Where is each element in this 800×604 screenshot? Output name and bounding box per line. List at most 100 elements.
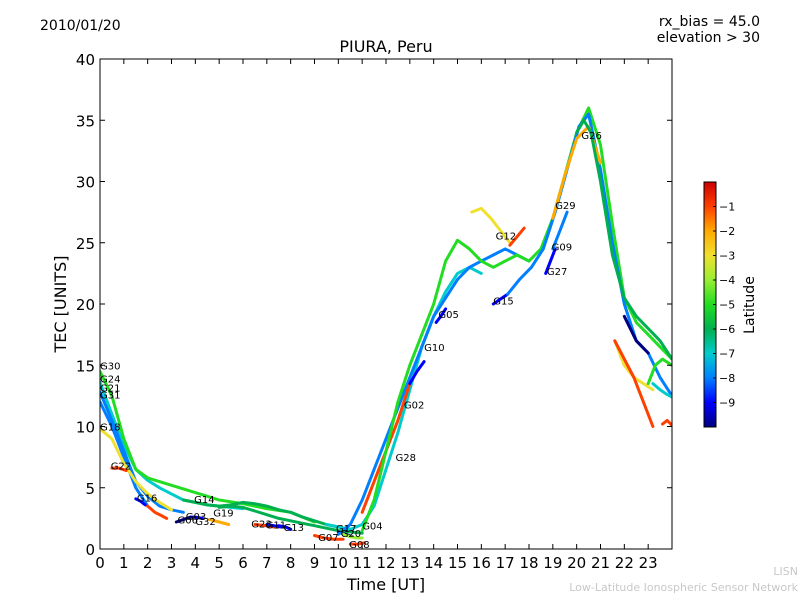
x-tick-label: 20: [567, 554, 586, 572]
colorbar: −1 −2 −3 −4 −5 −6 −7 −8 −9: [703, 181, 735, 428]
x-tick-label: 16: [472, 554, 491, 572]
colorbar-tick-label: −1: [719, 201, 735, 214]
sat-label-g21: G21: [100, 383, 120, 394]
x-tick-label: 2: [143, 554, 153, 572]
series-g07: [313, 534, 345, 541]
y-axis-label: TEC [UNITS]: [51, 256, 70, 354]
x-tick-label: 11: [353, 554, 372, 572]
sat-label-g02: G02: [404, 400, 424, 411]
sat-label-g20: G20: [341, 529, 361, 540]
x-tick-label: 10: [329, 554, 348, 572]
sat-label-g07: G07: [318, 533, 338, 544]
series-g15: [491, 292, 510, 306]
colorbar-tick-label: −6: [719, 323, 735, 336]
sat-label-g11: G11: [266, 521, 286, 532]
x-tick-label: 9: [310, 554, 320, 572]
colorbar-label: Latitude: [742, 276, 758, 334]
series-g25b: [646, 357, 672, 386]
series-g16: [134, 497, 147, 507]
colorbar-tick-label: −3: [719, 250, 735, 263]
x-axis-label: Time [UT]: [346, 575, 425, 594]
y-tick-label: 10: [76, 419, 95, 437]
series-g12: [470, 206, 512, 245]
y-tick-label: 0: [85, 541, 95, 559]
series-g13: [277, 524, 293, 531]
sat-label-g28: G28: [396, 453, 416, 464]
y-tick-label: 30: [76, 174, 95, 192]
colorbar-tick-label: −5: [719, 299, 735, 312]
x-tick-label: 17: [496, 554, 515, 572]
x-tick-label: 1: [119, 554, 129, 572]
sat-label-g12: G12: [496, 231, 516, 242]
series-g14: [181, 498, 352, 531]
colorbar-tick-label: −7: [719, 348, 735, 361]
colorbar-tick-label: −2: [719, 225, 735, 238]
colorbar-tick-label: −4: [719, 274, 735, 287]
x-tick-label: 0: [95, 554, 105, 572]
series-g26c: [613, 339, 655, 428]
x-tick-label: 8: [286, 554, 296, 572]
x-tick-label: 18: [519, 554, 538, 572]
x-tick-label: 13: [400, 554, 419, 572]
x-tick-label: 4: [191, 554, 201, 572]
sat-label-g24: G24: [100, 375, 120, 386]
series-g05: [434, 307, 448, 324]
series-g31: [100, 400, 150, 508]
sat-label-g23: G23: [251, 519, 271, 530]
sat-label-g19: G19: [213, 508, 233, 519]
date-label: 2010/01/20: [40, 18, 121, 34]
chart-title: PIURA, Peru: [339, 37, 432, 56]
colorbar-tick-label: −9: [719, 397, 735, 410]
series-g01: [661, 418, 672, 427]
x-tick-label: 23: [639, 554, 658, 572]
y-tick-label: 20: [76, 296, 95, 314]
series-g02: [336, 247, 531, 536]
annotation-elevation: elevation > 30: [656, 30, 760, 46]
x-tick-label: 12: [376, 554, 395, 572]
series-g20: [341, 532, 364, 540]
axes: 0 1 2 3 4 5 6 7 8 9 10 11 12 13 14 15 16 17 18 19 20 21 22 2305…: [76, 51, 672, 572]
series-g24: [100, 369, 316, 524]
sat-label-g17: G17: [336, 524, 356, 535]
x-tick-label: 7: [262, 554, 272, 572]
sat-label-g18: G18: [100, 423, 120, 434]
series-g18: [100, 427, 173, 512]
x-tick-label: 19: [543, 554, 562, 572]
sat-label-g04: G04: [362, 522, 382, 533]
y-tick-label: 40: [76, 51, 95, 69]
x-tick-label: 3: [167, 554, 177, 572]
sat-label-g27: G27: [547, 267, 567, 278]
sat-label-g10: G10: [424, 343, 444, 354]
sat-label-g08: G08: [349, 540, 369, 551]
sat-label-g14: G14: [194, 495, 214, 506]
series-g09: [551, 210, 569, 251]
series-g06: [174, 515, 193, 524]
sat-label-g06: G06: [178, 516, 198, 527]
x-tick-label: 22: [615, 554, 634, 572]
x-tick-label: 15: [448, 554, 467, 572]
x-tick-label: 5: [214, 554, 224, 572]
series-g08: [348, 541, 366, 546]
x-tick-label: 14: [424, 554, 443, 572]
sat-label-g09: G09: [552, 242, 572, 253]
series-g27: [544, 247, 557, 275]
x-tick-label: 21: [591, 554, 610, 572]
series-g03: [189, 515, 204, 520]
y-tick-label: 15: [76, 357, 95, 375]
footer-network: Low-Latitude Ionospheric Sensor Network: [569, 581, 798, 594]
series-layer: [100, 106, 672, 546]
y-tick-label: 5: [85, 480, 95, 498]
footer-lisn: LISN: [773, 565, 798, 578]
sat-label-g16: G16: [137, 494, 157, 505]
annotation-rx-bias: rx_bias = 45.0: [658, 14, 760, 30]
sat-label-g26: G26: [581, 131, 601, 142]
series-g28b: [408, 360, 426, 386]
sat-label-g29: G29: [555, 201, 575, 212]
sat-label-g31: G31: [100, 391, 120, 402]
sat-label-g30: G30: [100, 361, 120, 372]
y-tick-label: 25: [76, 235, 95, 253]
colorbar-tick-label: −8: [719, 372, 735, 385]
series-g22: [110, 466, 128, 473]
